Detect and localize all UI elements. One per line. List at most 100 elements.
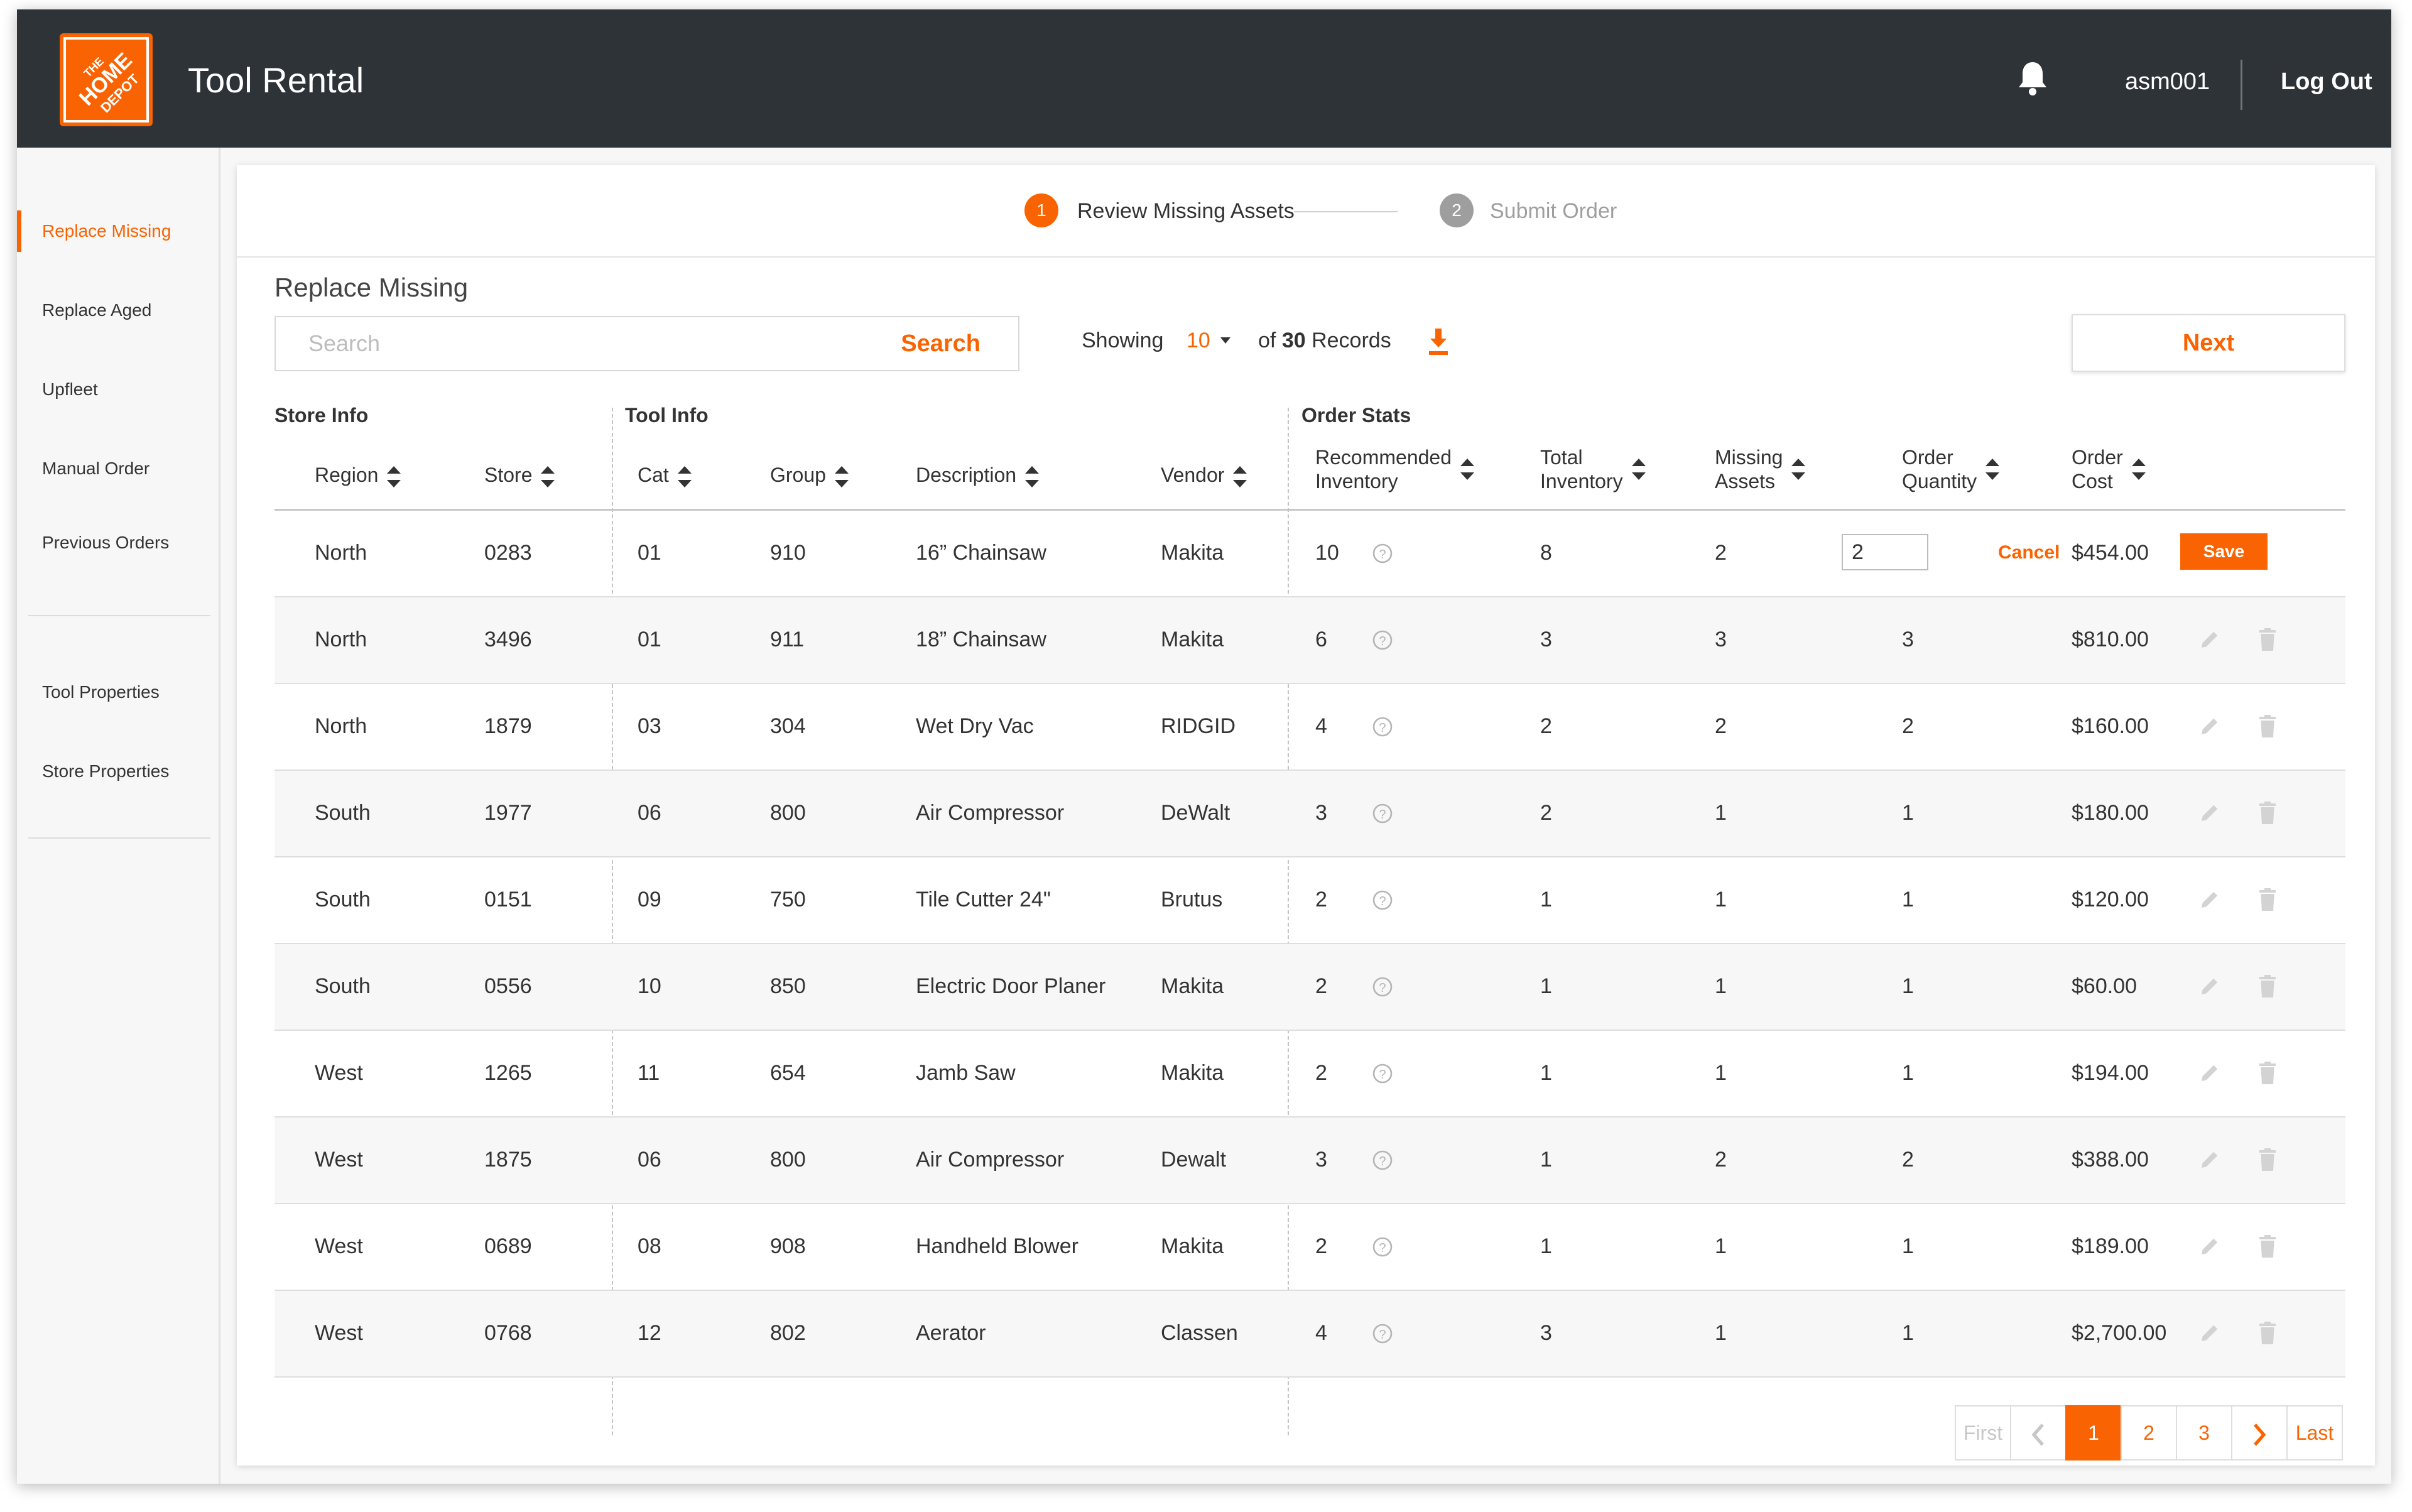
sidebar-item-store-properties[interactable]: Store Properties xyxy=(42,761,170,781)
sort-icon[interactable] xyxy=(1791,459,1806,480)
table-row[interactable]: West 0689 08 908 Handheld Blower Makita 2 1 1 $18… xyxy=(274,1204,2345,1291)
question-icon[interactable]: ? xyxy=(1372,717,1393,737)
pencil-icon[interactable] xyxy=(2199,1322,2220,1344)
page-2-button[interactable]: 2 xyxy=(2121,1405,2177,1460)
cancel-button[interactable]: Cancel xyxy=(1998,542,2060,563)
sort-icon[interactable] xyxy=(1986,459,2000,480)
pencil-icon[interactable] xyxy=(2199,629,2220,650)
cell-missing: 2 xyxy=(1715,541,1727,565)
table-row[interactable]: North 0283 01 910 16” Chainsaw Makita 10 8 2 $454… xyxy=(274,511,2345,597)
column-header-total[interactable]: Total Inventory xyxy=(1540,445,1646,493)
question-icon[interactable]: ? xyxy=(1372,1237,1393,1257)
last-page-button[interactable]: Last xyxy=(2286,1405,2343,1460)
sort-icon[interactable] xyxy=(1460,459,1474,480)
pencil-icon[interactable] xyxy=(2199,889,2220,910)
question-icon[interactable]: ? xyxy=(1372,1150,1393,1170)
column-header-qty[interactable]: Order Quantity xyxy=(1902,445,2000,493)
column-header-description[interactable]: Description xyxy=(916,463,1040,487)
table-row[interactable]: South 0151 09 750 Tile Cutter 24" Brutus 2 1 1 $1… xyxy=(274,857,2345,944)
table-row[interactable]: South 1977 06 800 Air Compressor DeWalt 3 2 1 $18… xyxy=(274,771,2345,857)
sidebar-item-replace-aged[interactable]: Replace Aged xyxy=(42,300,152,320)
trash-icon[interactable] xyxy=(2258,1234,2277,1258)
home-depot-logo: THE HOME DEPOT xyxy=(60,33,153,126)
pencil-icon[interactable] xyxy=(2199,976,2220,997)
column-header-cost[interactable]: Order Cost xyxy=(2072,445,2146,493)
sort-icon[interactable] xyxy=(1631,459,1646,480)
column-header-group[interactable]: Group xyxy=(770,463,849,487)
username[interactable]: asm001 xyxy=(2125,68,2210,95)
search-input[interactable] xyxy=(276,317,911,370)
page-1-button[interactable]: 1 xyxy=(2065,1405,2122,1460)
step-1-label[interactable]: Review Missing Assets xyxy=(1077,199,1295,223)
prev-page-button[interactable] xyxy=(2010,1405,2067,1460)
trash-icon[interactable] xyxy=(2258,714,2277,738)
next-page-button[interactable] xyxy=(2231,1405,2288,1460)
question-icon[interactable]: ? xyxy=(1372,803,1393,824)
question-icon[interactable]: ? xyxy=(1372,977,1393,997)
trash-icon[interactable] xyxy=(2258,1148,2277,1172)
question-icon[interactable]: ? xyxy=(1372,630,1393,650)
logout-button[interactable]: Log Out xyxy=(2281,68,2372,95)
cell-vendor: Makita xyxy=(1161,1234,1224,1258)
column-header-region[interactable]: Region xyxy=(315,463,401,487)
table-row[interactable]: North 3496 01 911 18” Chainsaw Makita 6 3 3 $810.… xyxy=(274,597,2345,684)
pencil-icon[interactable] xyxy=(2199,1236,2220,1257)
step-2-number[interactable]: 2 xyxy=(1440,193,1474,227)
sort-icon[interactable] xyxy=(677,465,692,487)
trash-icon[interactable] xyxy=(2258,1061,2277,1085)
cell-description: 16” Chainsaw xyxy=(916,541,1046,565)
next-button[interactable]: Next xyxy=(2072,314,2345,372)
order-quantity-input[interactable] xyxy=(1842,534,1928,570)
column-header-cat[interactable]: Cat xyxy=(638,463,692,487)
sort-icon[interactable] xyxy=(2131,459,2146,480)
pencil-icon[interactable] xyxy=(2199,1062,2220,1084)
sidebar-item-replace-missing[interactable]: Replace Missing xyxy=(42,221,171,241)
sort-icon[interactable] xyxy=(541,465,555,487)
table-row[interactable]: West 1265 11 654 Jamb Saw Makita 2 1 1 $194.00? 1 xyxy=(274,1031,2345,1118)
cell-qty: 1 xyxy=(1902,974,1914,998)
trash-icon[interactable] xyxy=(2258,801,2277,825)
question-icon[interactable]: ? xyxy=(1372,543,1393,563)
sort-icon[interactable] xyxy=(834,465,849,487)
notification-bell-icon[interactable] xyxy=(2016,60,2049,97)
save-button[interactable]: Save xyxy=(2180,533,2268,570)
question-icon[interactable]: ? xyxy=(1372,890,1393,910)
page-3-button[interactable]: 3 xyxy=(2176,1405,2232,1460)
sidebar-item-upfleet[interactable]: Upfleet xyxy=(42,379,98,399)
table-row[interactable]: West 1875 06 800 Air Compressor Dewalt 3 1 2 $388… xyxy=(274,1118,2345,1204)
trash-icon[interactable] xyxy=(2258,628,2277,651)
column-header-label: Inventory xyxy=(1315,470,1398,492)
page-size-select[interactable]: 10 xyxy=(1187,329,1210,352)
chevron-down-icon[interactable] xyxy=(1220,337,1230,344)
download-icon[interactable] xyxy=(1428,327,1449,356)
question-icon[interactable]: ? xyxy=(1372,1063,1393,1084)
column-header-missing[interactable]: Missing Assets xyxy=(1715,445,1806,493)
column-header-store[interactable]: Store xyxy=(484,463,555,487)
pencil-icon[interactable] xyxy=(2199,802,2220,824)
trash-icon[interactable] xyxy=(2258,888,2277,911)
step-2-label[interactable]: Submit Order xyxy=(1490,199,1617,223)
group-header-store-info: Store Info xyxy=(274,404,369,427)
question-icon[interactable]: ? xyxy=(1372,1324,1393,1344)
search-box: Search xyxy=(274,316,1019,371)
table-row[interactable]: South 0556 10 850 Electric Door Planer Makita… xyxy=(274,944,2345,1031)
column-header-vendor[interactable]: Vendor xyxy=(1161,463,1247,487)
sort-icon[interactable] xyxy=(1233,465,1247,487)
pagination: First 1 2 3 Last xyxy=(1955,1405,2343,1460)
table-row[interactable]: West 0768 12 802 Aerator Classen 4 3 1 $2,700.00?… xyxy=(274,1291,2345,1378)
sidebar-item-manual-order[interactable]: Manual Order xyxy=(42,459,150,478)
trash-icon[interactable] xyxy=(2258,974,2277,998)
table-row[interactable]: North 1879 03 304 Wet Dry Vac RIDGID 4 2 2 $160.0… xyxy=(274,684,2345,771)
first-page-button[interactable]: First xyxy=(1955,1405,2011,1460)
cell-store: 1879 xyxy=(484,714,532,738)
sidebar-item-tool-properties[interactable]: Tool Properties xyxy=(42,682,160,702)
pencil-icon[interactable] xyxy=(2199,1149,2220,1170)
sort-icon[interactable] xyxy=(1025,465,1040,487)
sidebar-item-previous-orders[interactable]: Previous Orders xyxy=(42,533,170,552)
search-button[interactable]: Search xyxy=(901,330,981,357)
pencil-icon[interactable] xyxy=(2199,715,2220,737)
trash-icon[interactable] xyxy=(2258,1321,2277,1345)
step-1-number[interactable]: 1 xyxy=(1024,193,1058,227)
sort-icon[interactable] xyxy=(387,465,401,487)
column-header-recommended[interactable]: Recommended Inventory xyxy=(1315,445,1474,493)
